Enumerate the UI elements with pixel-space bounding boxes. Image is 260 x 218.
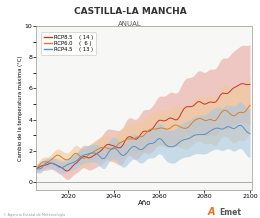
Text: A: A (208, 207, 216, 217)
Text: CASTILLA-LA MANCHA: CASTILLA-LA MANCHA (74, 7, 186, 15)
X-axis label: Año: Año (138, 200, 151, 206)
Text: © Agencia Estatal de Meteorología: © Agencia Estatal de Meteorología (3, 213, 65, 217)
Y-axis label: Cambio de la temperatura máxima (°C): Cambio de la temperatura máxima (°C) (18, 55, 23, 161)
Text: ANUAL: ANUAL (118, 21, 142, 27)
Legend: RCP8.5    ( 14 ), RCP6.0    (  6 ), RCP4.5    ( 13 ): RCP8.5 ( 14 ), RCP6.0 ( 6 ), RCP4.5 ( 13… (41, 32, 96, 55)
Text: Emet: Emet (220, 208, 242, 217)
